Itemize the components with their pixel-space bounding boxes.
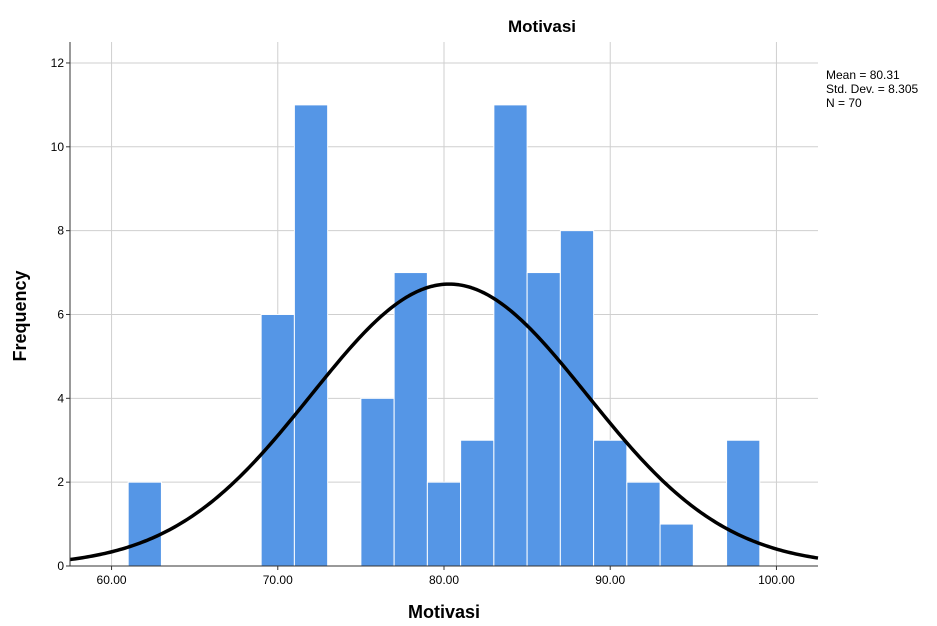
normal-curve	[69, 282, 819, 562]
histogram-bar	[593, 439, 628, 567]
y-tick-label: 6	[57, 307, 64, 321]
y-tick-label: 0	[57, 559, 64, 573]
y-axis-title: Frequency	[10, 270, 30, 361]
histogram-bars	[127, 104, 761, 567]
chart-title: Motivasi	[508, 17, 576, 36]
x-tick-label: 90.00	[595, 573, 625, 587]
x-axis-title: Motivasi	[408, 602, 480, 622]
stats-box: Mean = 80.31 Std. Dev. = 8.305 N = 70	[826, 68, 918, 110]
histogram-bar	[426, 481, 462, 567]
histogram-bar	[659, 523, 694, 567]
histogram-bar	[526, 272, 561, 567]
histogram-bar	[260, 313, 295, 567]
y-tick-label: 4	[57, 391, 64, 405]
histogram-bar	[493, 104, 528, 567]
y-tick-label: 10	[51, 140, 65, 154]
histogram-bar	[393, 272, 428, 567]
x-tick-label: 80.00	[429, 573, 459, 587]
histogram-bar	[293, 104, 329, 567]
x-tick-label: 70.00	[263, 573, 293, 587]
y-tick-label: 2	[57, 475, 64, 489]
stats-std-dev: Std. Dev. = 8.305	[826, 82, 918, 96]
y-tick-label: 8	[57, 224, 64, 238]
normal-curve-line	[69, 282, 819, 562]
histogram-bar	[626, 481, 661, 567]
y-tick-label: 12	[51, 56, 65, 70]
x-tick-label: 60.00	[97, 573, 127, 587]
stats-n: N = 70	[826, 96, 862, 110]
x-tick-label: 100.00	[758, 573, 795, 587]
histogram-bar	[726, 439, 761, 567]
histogram-bar	[127, 481, 162, 567]
histogram-bar	[360, 397, 395, 567]
histogram-bar	[460, 439, 495, 567]
tick-labels: 60.00 70.00 80.00 90.00 100.00 0 2 4 6 8 10 12	[51, 56, 795, 587]
stats-mean: Mean = 80.31	[826, 68, 900, 82]
